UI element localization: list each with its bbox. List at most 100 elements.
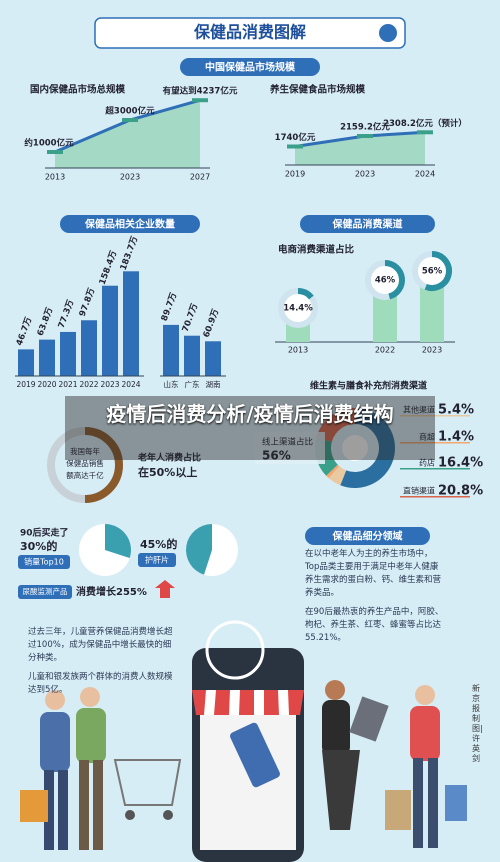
x-tick-label: 湖南: [206, 379, 221, 389]
online-label: 线上渠道占比: [262, 437, 313, 448]
donut-center: [342, 435, 368, 461]
bullet: 在90后最热衷的养生产品中，阿胶、枸杞、养生茶、红枣、蜂蜜等占比达55.21%。: [305, 607, 444, 643]
ring-value: [297, 288, 314, 300]
section-pill: [60, 215, 200, 233]
value-label: 5.4%: [438, 403, 474, 418]
chart-title: 电商消费渠道占比: [278, 244, 355, 256]
value-label: 20.8%: [438, 484, 483, 499]
donut-segment: [316, 408, 356, 443]
bar: [163, 324, 179, 376]
legend-label: 直销渠道: [403, 486, 435, 496]
point: [192, 98, 208, 103]
post90-text: 90后买走了: [20, 527, 69, 539]
x-tick-label: 2027: [190, 173, 210, 182]
x-tick-label: 2023: [422, 346, 442, 355]
value-label: 60.9万: [202, 307, 222, 339]
tag-bg: [18, 555, 70, 569]
tag-bg: [138, 553, 176, 567]
value-label: 97.8万: [78, 286, 98, 318]
bar: [205, 341, 221, 376]
illustration: [20, 620, 467, 862]
credit: 新京报制图|许英剑: [472, 684, 483, 763]
legend-label: 药店: [419, 458, 435, 468]
value-label: 1.4%: [438, 430, 474, 445]
value-label: 16.4%: [438, 456, 483, 471]
sales-text: 我国每年保健品销售额高达千亿: [66, 446, 104, 480]
area: [295, 132, 425, 165]
arrow-icon: [155, 580, 175, 598]
section-pill: [180, 58, 320, 76]
ring-value: [384, 260, 405, 300]
pie-slice: [185, 524, 212, 575]
legend-swatch: [400, 496, 470, 498]
uric-text: 消费增长255%: [76, 585, 147, 598]
x-tick-label: 2022: [79, 380, 98, 389]
online-value: 56%: [262, 449, 291, 463]
donut-segment: [340, 408, 395, 488]
x-tick-label: 广东: [185, 379, 200, 389]
point: [47, 150, 63, 154]
liver-sub: 护肝片: [145, 555, 169, 565]
bullet: 在以中老年人为主的养生市场中，Top品类主要用于满足中老年人健康养生需求的蛋白粉…: [305, 549, 442, 598]
value-label: 63.8万: [36, 306, 56, 338]
segment-notes: 在以中老年人为主的养生市场中，Top品类主要用于满足中老年人健康养生需求的蛋白粉…: [305, 548, 445, 651]
area: [55, 100, 200, 168]
elderly-value: 在50%以上: [138, 465, 197, 479]
donut-segment: [84, 427, 123, 503]
x-tick-label: 2019: [16, 380, 35, 389]
section-heading: 保健品细分领域: [332, 530, 403, 543]
bullet: 过去三年，儿童营养保健品消费增长超过100%，成为保健品中增长最快的细分种类。: [28, 627, 173, 663]
post90-value: 30%的: [20, 539, 57, 553]
value-label: 2308.2亿元（预计）: [383, 118, 467, 129]
section-heading: 保健品消费渠道: [332, 218, 403, 231]
uric-tag: 尿酸监测产品: [23, 586, 68, 596]
ring-value: [424, 251, 452, 291]
donut-segment: [328, 465, 347, 486]
legend-label: 商超: [419, 432, 435, 442]
page-title: 保健品消费图解: [193, 23, 306, 42]
x-tick-label: 2024: [415, 170, 435, 179]
donut-segment: [326, 464, 340, 479]
value-label: 46.7万: [15, 316, 35, 348]
value-label: 有望达到4237亿元: [163, 86, 238, 97]
x-tick-label: 2023: [355, 170, 375, 179]
value-label: 70.7万: [181, 302, 201, 334]
liver-value: 45%的: [140, 537, 177, 551]
legend-swatch: [400, 468, 470, 470]
bar: [102, 285, 118, 376]
value-label: 超3000亿元: [104, 106, 155, 117]
bar: [39, 339, 55, 376]
callout-box: [255, 432, 325, 464]
point: [417, 130, 433, 135]
post90-sub: 销量Top10: [24, 557, 64, 567]
x-tick-label: 山东: [164, 379, 179, 389]
legend-swatch: [400, 415, 470, 417]
bar: [81, 320, 97, 376]
section-pill: [305, 527, 430, 545]
x-tick-label: 2020: [37, 380, 56, 389]
legend-swatch: [400, 442, 470, 444]
consumption-notes: 过去三年，儿童营养保健品消费增长超过100%，成为保健品中增长最快的细分种类。 …: [28, 626, 178, 703]
value-label: 89.7万: [160, 291, 180, 323]
x-tick-label: 2013: [45, 173, 65, 182]
section-pill: [300, 215, 435, 233]
tag-bg: [18, 585, 72, 599]
value-label: 56%: [422, 267, 443, 277]
value-label: 约1000亿元: [24, 138, 74, 149]
x-tick-label: 2019: [285, 170, 305, 179]
x-tick-label: 2021: [58, 380, 77, 389]
x-tick-label: 2023: [100, 380, 119, 389]
bar: [60, 331, 76, 376]
bar: [123, 271, 139, 376]
value-label: 158.4万: [98, 249, 120, 286]
value-label: 77.3万: [57, 298, 77, 330]
pie-slice: [105, 524, 131, 559]
x-tick-label: 2023: [120, 173, 140, 182]
overlay-caption: 疫情后消费分析/疫情后消费结构: [65, 396, 435, 460]
elderly-label: 老年人消费占比: [137, 452, 201, 464]
value-label: 46%: [375, 276, 396, 286]
title-box: [94, 17, 406, 49]
point: [357, 134, 373, 139]
value-label: 1740亿元: [275, 132, 316, 143]
